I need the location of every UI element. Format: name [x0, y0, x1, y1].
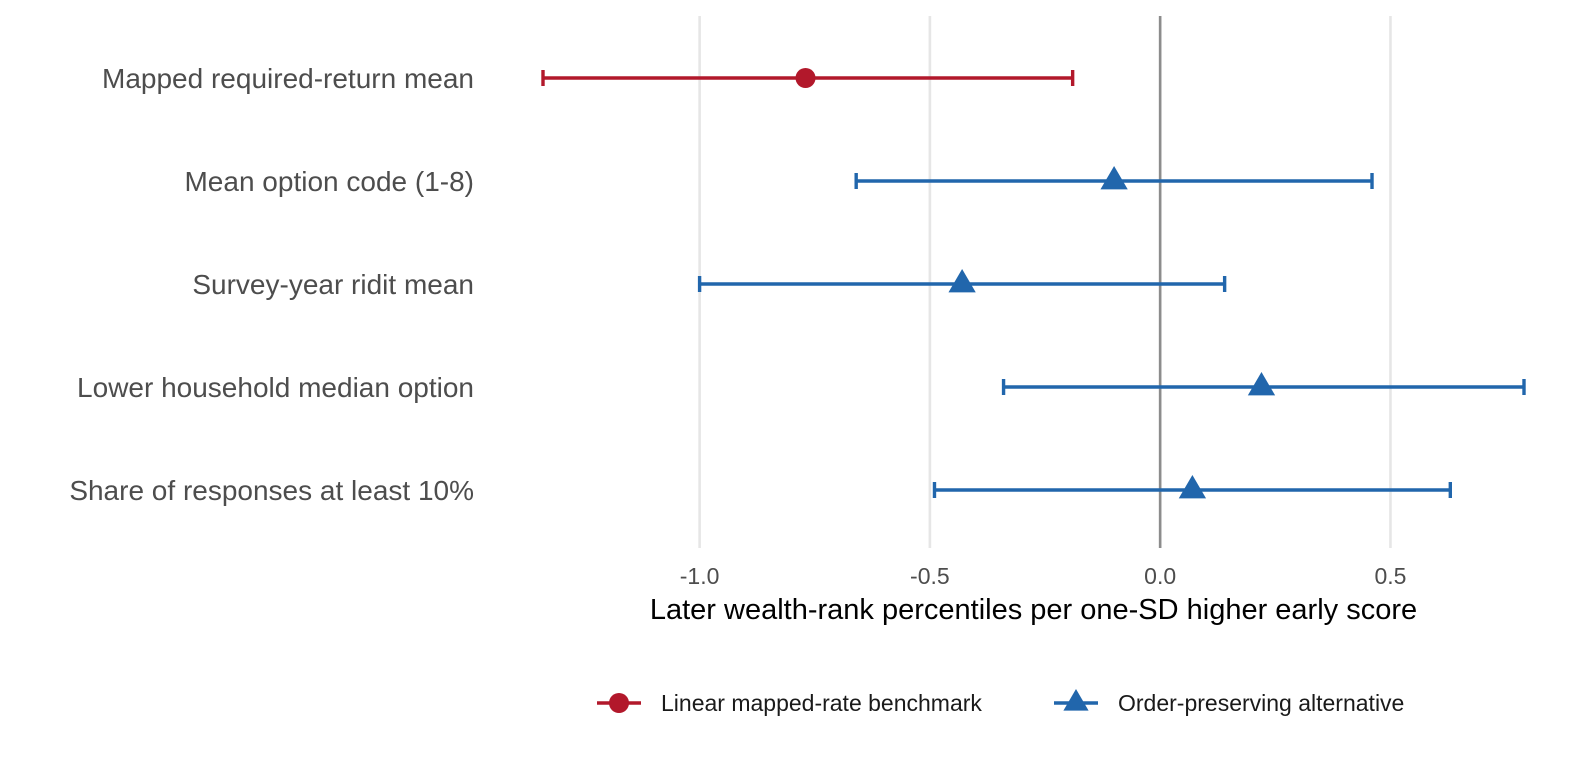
- estimate-row: [854, 166, 1374, 190]
- series: [541, 68, 1075, 88]
- category-label: Lower household median option: [77, 372, 474, 403]
- legend-label: Order-preserving alternative: [1118, 690, 1404, 716]
- x-tick-label: -1.0: [680, 563, 720, 589]
- point-marker: [795, 68, 816, 88]
- estimate-row: [541, 68, 1075, 88]
- estimate-row: [1001, 372, 1526, 396]
- y-axis-labels: Mapped required-return mean Mean option c…: [69, 63, 474, 506]
- point-marker: [609, 693, 629, 713]
- legend-item: Order-preserving alternative: [1054, 689, 1404, 716]
- legend-label: Linear mapped-rate benchmark: [661, 690, 982, 716]
- point-marker: [948, 269, 976, 293]
- estimate-row: [697, 269, 1227, 293]
- gridlines: [698, 16, 1392, 548]
- estimate-row: [932, 475, 1453, 499]
- legend-item: Linear mapped-rate benchmark: [597, 690, 982, 716]
- category-label: Share of responses at least 10%: [69, 475, 474, 506]
- category-label: Mean option code (1-8): [184, 166, 474, 197]
- category-label: Mapped required-return mean: [102, 63, 474, 94]
- series: [697, 166, 1526, 499]
- x-tick-label: 0.5: [1374, 563, 1406, 589]
- point-marker: [1247, 372, 1276, 396]
- point-marker: [1100, 166, 1128, 190]
- category-label: Survey-year ridit mean: [192, 269, 474, 300]
- point-marker: [1178, 475, 1207, 499]
- x-axis-title: Later wealth-rank percentiles per one-SD…: [650, 594, 1417, 626]
- x-tick-label: -0.5: [910, 563, 950, 589]
- point-marker: [1063, 689, 1089, 711]
- x-tick-label: 0.0: [1144, 563, 1176, 589]
- legend: Linear mapped-rate benchmark Order-preser…: [597, 689, 1404, 716]
- x-axis-ticks: -1.0 -0.5 0.0 0.5: [680, 563, 1407, 589]
